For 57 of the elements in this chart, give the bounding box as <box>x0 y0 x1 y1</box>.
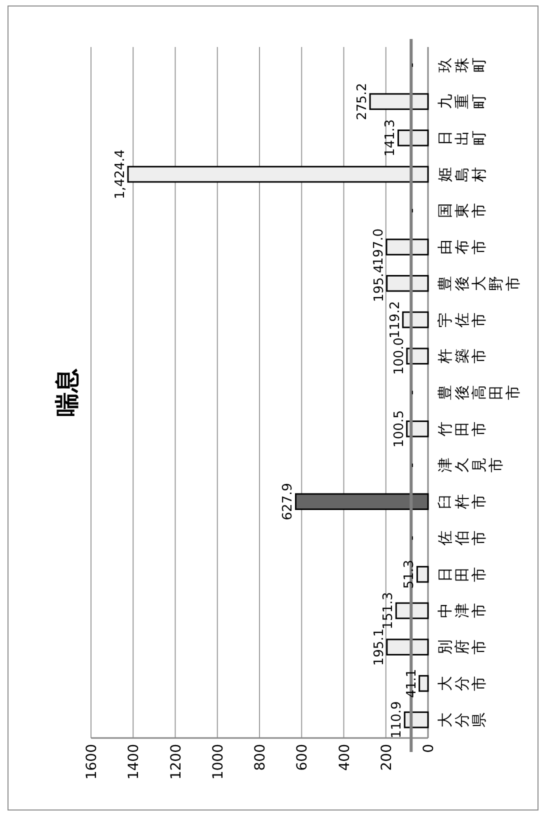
bar <box>418 675 429 692</box>
bar <box>127 166 429 183</box>
x-tick-label: 1600 <box>84 744 100 780</box>
y-tick-label: 臼杵市 <box>436 494 488 510</box>
y-tick-label: 竹田市 <box>436 421 488 436</box>
x-tick-label: 1200 <box>168 744 184 780</box>
bar <box>295 493 429 510</box>
y-tick-label: 杵築市 <box>436 348 488 365</box>
bar <box>369 93 429 110</box>
bar <box>386 638 429 656</box>
y-tick-label: 由布市 <box>436 240 488 255</box>
data-label: 141.3 <box>383 119 398 157</box>
y-tick-label: 豊後大野市 <box>436 276 522 291</box>
data-label: 110.9 <box>390 701 405 738</box>
y-tick-label: 豊後高田市 <box>436 385 522 400</box>
text: - <box>405 208 420 214</box>
data-label: 1,424.4 <box>112 149 128 200</box>
x-tick-label: 0 <box>421 744 437 753</box>
text: - <box>405 462 420 468</box>
y-tick-label: 中津市 <box>436 603 488 618</box>
bar <box>386 275 429 292</box>
y-tick-label: 津久見市 <box>436 458 505 473</box>
x-tick-label: 400 <box>336 744 353 771</box>
y-tick-label: 玖珠町 <box>436 58 488 73</box>
text: - <box>405 390 420 395</box>
data-label: 100.5 <box>392 410 407 448</box>
y-tick-label: 姫島村 <box>436 166 488 183</box>
x-tick-label: 1000 <box>210 744 226 780</box>
data-label: 119.2 <box>388 301 403 338</box>
bar <box>386 238 429 256</box>
x-tick-label: 1400 <box>126 744 142 780</box>
x-tick-label: 200 <box>378 744 395 771</box>
y-tick-label: 宇佐市 <box>436 312 488 328</box>
y-tick-label: 別府市 <box>436 640 488 655</box>
y-tick-label: 日田市 <box>436 566 488 582</box>
y-tick-label: 日出町 <box>436 130 488 146</box>
data-label: 51.3 <box>402 560 418 589</box>
y-tick-label: 大分市 <box>436 676 488 691</box>
data-label: 275.2 <box>355 82 370 120</box>
data-label: 195.1 <box>372 628 387 666</box>
data-label: 627.9 <box>280 482 296 520</box>
y-tick-label: 佐伯市 <box>436 530 488 546</box>
bar <box>395 602 429 620</box>
x-tick-label: 600 <box>294 744 311 771</box>
bar <box>416 566 429 583</box>
data-label: 41.1 <box>404 668 420 698</box>
text: - <box>405 62 420 68</box>
y-tick-label: 国東市 <box>436 203 488 218</box>
text: - <box>405 536 420 540</box>
data-label: 151.3 <box>381 592 396 630</box>
data-label: 195.4 <box>372 264 387 302</box>
y-tick-label: 大分県 <box>436 712 488 728</box>
x-tick-label: 800 <box>252 744 268 771</box>
text: 喘息 <box>53 368 81 416</box>
y-tick-label: 九重町 <box>436 94 488 110</box>
data-label: 197.0 <box>372 228 387 266</box>
data-label: 100.0 <box>392 338 407 375</box>
